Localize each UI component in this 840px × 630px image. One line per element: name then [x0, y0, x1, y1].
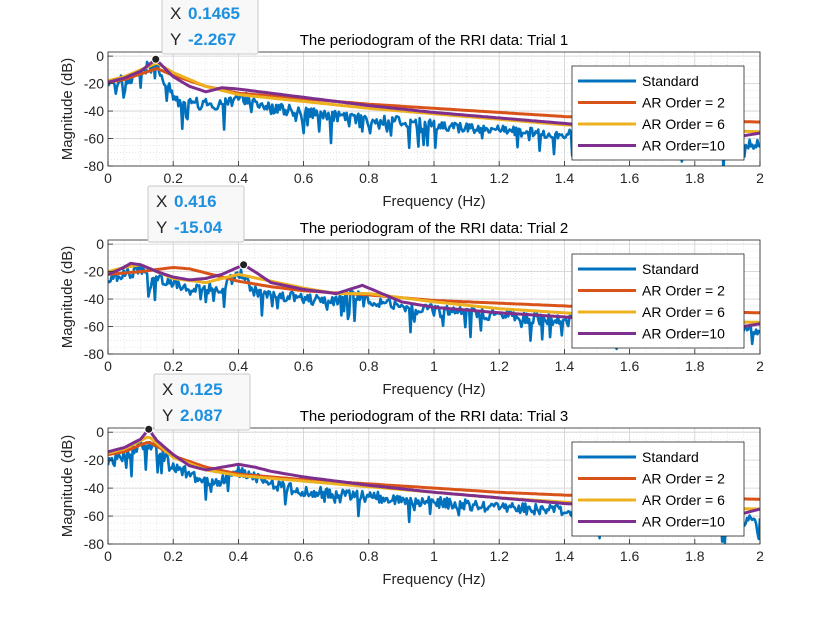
x-tick-label: 0	[104, 548, 112, 564]
y-tick-label: -40	[84, 103, 104, 119]
y-tick-label: -80	[84, 346, 104, 362]
datatip-y-value: 2.087	[180, 406, 223, 425]
datatip-x-value: 0.416	[174, 192, 217, 211]
datatip-y-label: Y	[156, 218, 167, 237]
x-tick-label: 0.4	[229, 358, 249, 374]
x-tick-label: 0.4	[229, 548, 249, 564]
legend-entry: AR Order=10	[642, 138, 725, 154]
x-tick-label: 1.6	[620, 548, 640, 564]
x-tick-label: 1.4	[555, 358, 575, 374]
legend-entry: AR Order = 6	[642, 492, 725, 508]
datatip-marker	[151, 54, 161, 64]
x-tick-label: 0.4	[229, 170, 249, 186]
datatip: X 0.416 Y -15.04	[147, 185, 249, 270]
x-tick-label: 0	[104, 170, 112, 186]
x-tick-label: 2	[756, 358, 764, 374]
chart-panel-2: 0 0.2 0.4 0.6 0.8 1 1.2 1.4 1.6 1.8 2 0 -20 -40 -60 -80…	[59, 185, 764, 398]
y-tick-label: -60	[84, 319, 104, 335]
legend-entry: Standard	[642, 73, 699, 89]
y-tick-label: -20	[84, 76, 104, 92]
datatip-box	[147, 185, 245, 243]
legend-entry: AR Order = 2	[642, 283, 725, 299]
legend-entry: AR Order = 2	[642, 471, 725, 487]
legend-entry: AR Order=10	[642, 326, 725, 342]
x-tick-label: 1.8	[685, 358, 705, 374]
x-tick-label: 1.4	[555, 170, 575, 186]
y-tick-label: -40	[84, 480, 104, 496]
legend-entry: Standard	[642, 261, 699, 277]
datatip-marker	[144, 424, 154, 434]
datatip: X 0.125 Y 2.087	[144, 373, 251, 434]
y-tick-label: -20	[84, 264, 104, 280]
legend-entry: AR Order = 2	[642, 95, 725, 111]
x-axis-label: Frequency (Hz)	[382, 571, 485, 588]
y-tick-label: 0	[96, 236, 104, 252]
datatip-marker	[239, 260, 249, 270]
x-axis-label: Frequency (Hz)	[382, 193, 485, 210]
chart-panel-3: 0 0.2 0.4 0.6 0.8 1 1.2 1.4 1.6 1.8 2 0 -20 -40 -60 -80…	[59, 373, 764, 588]
datatip-y-value: -2.267	[188, 30, 236, 49]
chart-title: The periodogram of the RRI data: Trial 1	[300, 32, 568, 49]
x-tick-label: 0.2	[163, 358, 183, 374]
datatip-x-value: 0.125	[180, 380, 223, 399]
legend: Standard AR Order = 2 AR Order = 6 AR Order…	[571, 253, 745, 349]
x-tick-label: 0.2	[163, 548, 183, 564]
datatip-x-value: 0.1465	[188, 4, 240, 23]
legend-entry: AR Order=10	[642, 514, 725, 530]
datatip-y-value: -15.04	[174, 218, 223, 237]
x-tick-label: 0.6	[294, 358, 314, 374]
x-tick-label: 2	[756, 170, 764, 186]
datatip-box	[161, 0, 259, 55]
y-tick-label: -60	[84, 131, 104, 147]
datatip-box	[153, 373, 251, 431]
datatip-x-label: X	[156, 192, 167, 211]
y-tick-label: -60	[84, 508, 104, 524]
x-tick-label: 1.8	[685, 170, 705, 186]
x-tick-label: 1	[430, 548, 438, 564]
y-tick-label: -40	[84, 291, 104, 307]
y-axis-label: Magnitude (dB)	[59, 435, 76, 538]
x-tick-label: 1.8	[685, 548, 705, 564]
x-tick-label: 0.8	[359, 548, 379, 564]
chart-title: The periodogram of the RRI data: Trial 3	[300, 408, 568, 425]
x-tick-label: 1.2	[489, 358, 509, 374]
x-tick-label: 1	[430, 170, 438, 186]
x-tick-label: 1.4	[555, 548, 575, 564]
datatip: X 0.1465 Y -2.267	[151, 0, 259, 64]
x-tick-label: 0.6	[294, 170, 314, 186]
chart-title: The periodogram of the RRI data: Trial 2	[300, 220, 568, 237]
x-tick-label: 2	[756, 548, 764, 564]
legend-entry: AR Order = 6	[642, 116, 725, 132]
datatip-x-label: X	[170, 4, 181, 23]
datatip-y-label: Y	[170, 30, 181, 49]
legend: Standard AR Order = 2 AR Order = 6 AR Order…	[571, 65, 745, 161]
datatip-y-label: Y	[162, 406, 173, 425]
y-tick-label: 0	[96, 48, 104, 64]
x-tick-label: 0.8	[359, 170, 379, 186]
legend: Standard AR Order = 2 AR Order = 6 AR Order…	[571, 441, 745, 537]
y-tick-label: -20	[84, 452, 104, 468]
y-axis-label: Magnitude (dB)	[59, 246, 76, 349]
x-tick-label: 0.2	[163, 170, 183, 186]
legend-entry: Standard	[642, 449, 699, 465]
y-axis-label: Magnitude (dB)	[59, 58, 76, 161]
datatip-x-label: X	[162, 380, 173, 399]
x-tick-label: 1.2	[489, 170, 509, 186]
x-tick-label: 1.6	[620, 358, 640, 374]
x-tick-label: 0.8	[359, 358, 379, 374]
chart-panel-1: 0 0.2 0.4 0.6 0.8 1 1.2 1.4 1.6 1.8 2 0 -20 -40 -60 -80…	[59, 0, 764, 210]
legend-entry: AR Order = 6	[642, 304, 725, 320]
x-tick-label: 0	[104, 358, 112, 374]
y-tick-label: -80	[84, 158, 104, 174]
x-tick-label: 0.6	[294, 548, 314, 564]
x-tick-label: 1.6	[620, 170, 640, 186]
y-tick-label: 0	[96, 424, 104, 440]
x-axis-label: Frequency (Hz)	[382, 381, 485, 398]
x-tick-label: 1.2	[489, 548, 509, 564]
x-tick-label: 1	[430, 358, 438, 374]
y-tick-label: -80	[84, 536, 104, 552]
